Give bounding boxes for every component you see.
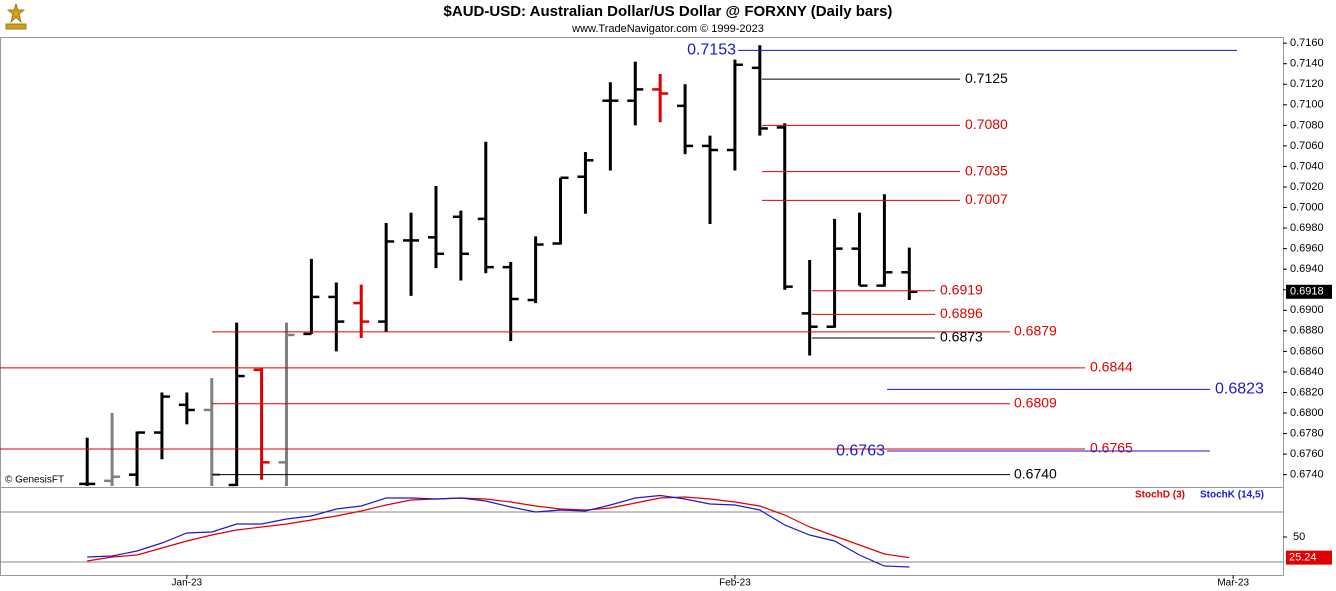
last-price-box — [1286, 284, 1332, 299]
level-label: 0.6765 — [1090, 440, 1133, 456]
y-tick-label: 50 — [1293, 531, 1305, 543]
y-tick-label: 0.7000 — [1290, 201, 1324, 213]
level-label: 0.6740 — [1014, 465, 1057, 481]
x-tick-label: Mar-23 — [1217, 578, 1249, 589]
stoch-line — [87, 494, 910, 568]
y-tick-label: 0.7040 — [1290, 160, 1324, 172]
y-tick-label: 0.6940 — [1290, 263, 1324, 275]
x-tick-label: Feb-23 — [719, 578, 751, 589]
legend-entry: StochK (14,5) — [1200, 490, 1264, 501]
last-stoch-box — [1286, 550, 1332, 565]
level-label: 0.6879 — [1014, 323, 1057, 339]
stoch-panel — [0, 487, 1284, 576]
level-label: 0.7125 — [965, 70, 1008, 86]
y-tick-label: 0.6840 — [1290, 366, 1324, 378]
y-tick-label: 0.6780 — [1290, 427, 1324, 439]
level-label: 0.6873 — [940, 329, 983, 345]
chart-subtitle: www.TradeNavigator.com © 1999-2023 — [571, 23, 764, 35]
level-label: 0.7035 — [965, 162, 1008, 178]
y-tick-label: 0.6900 — [1290, 304, 1324, 316]
y-tick-label: 0.6860 — [1290, 345, 1324, 357]
level-label: 0.6823 — [1215, 381, 1264, 398]
y-tick-label: 0.7160 — [1290, 37, 1324, 49]
level-label: 0.6763 — [836, 442, 885, 459]
x-tick-label: Jan-23 — [172, 578, 203, 589]
level-label: 0.6809 — [1014, 394, 1057, 410]
legend-entry: StochD (3) — [1135, 490, 1185, 501]
y-tick-label: 0.7120 — [1290, 78, 1324, 90]
y-tick-label: 0.7100 — [1290, 99, 1324, 111]
y-tick-label: 0.6760 — [1290, 448, 1324, 460]
last-price-label: 0.6918 — [1290, 286, 1324, 298]
level-label: 0.7007 — [965, 191, 1008, 207]
annotation: © GenesisFT — [5, 475, 64, 486]
y-tick-label: 0.7140 — [1290, 58, 1324, 70]
stoch-line — [87, 496, 910, 562]
y-tick-label: 0.6960 — [1290, 243, 1324, 255]
y-tick-label: 0.6740 — [1290, 469, 1324, 481]
y-tick-label: 0.6800 — [1290, 407, 1324, 419]
level-label: 0.6919 — [940, 281, 983, 297]
level-label: 0.7080 — [965, 116, 1008, 132]
level-label: 0.6896 — [940, 305, 983, 321]
level-label: 0.7153 — [687, 42, 736, 59]
y-tick-label: 0.6880 — [1290, 325, 1324, 337]
y-tick-label: 0.7080 — [1290, 119, 1324, 131]
y-tick-label: 0.6820 — [1290, 386, 1324, 398]
y-tick-label: 0.7020 — [1290, 181, 1324, 193]
y-tick-label: 0.7060 — [1290, 140, 1324, 152]
stoch-plot — [0, 494, 1283, 568]
logo — [5, 2, 27, 30]
y-tick-label: 0.6980 — [1290, 222, 1324, 234]
chart-title: $AUD-USD: Australian Dollar/US Dollar @ … — [444, 3, 893, 20]
level-label: 0.6844 — [1090, 359, 1133, 375]
last-stoch-label: 25.24 — [1289, 552, 1317, 564]
